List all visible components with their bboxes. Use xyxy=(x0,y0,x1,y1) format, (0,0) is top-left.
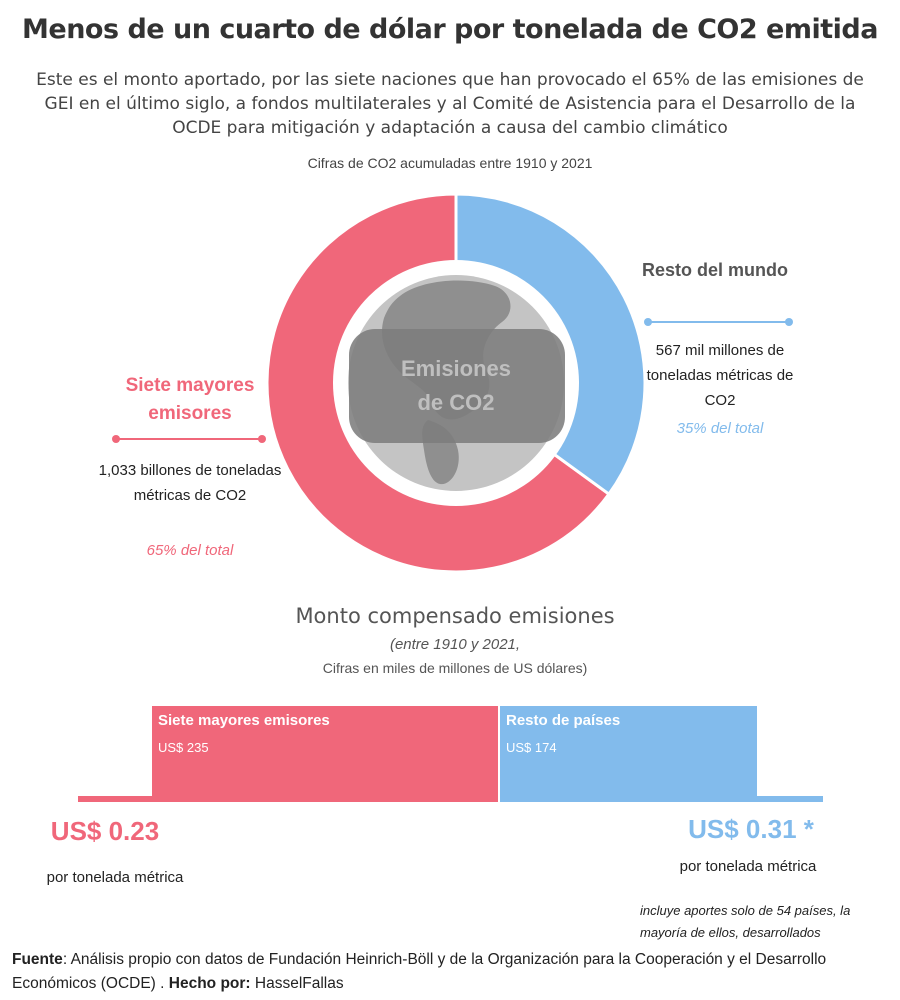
seven-pct-text: 65% del total xyxy=(146,542,234,559)
bar-seven: Siete mayores emisores US$ 235 xyxy=(152,706,498,802)
donut-chart: Emisiones de CO2 xyxy=(265,192,647,574)
center-label-box xyxy=(349,329,565,443)
rest-pct-text: 35% del total xyxy=(676,420,764,437)
chart-subtitle: Este es el monto aportado, por las siete… xyxy=(36,70,864,138)
seven-per-ton-value: US$ 0.23 xyxy=(50,816,160,846)
bar-section-title: Monto compensado emisiones xyxy=(295,604,615,628)
right-connector-line xyxy=(644,318,793,326)
source-note: Fuente: Análisis propio con datos de Fun… xyxy=(12,948,892,996)
bar-seven-value: US$ 235 xyxy=(158,740,209,755)
chart-title: Menos de un cuarto de dólar por tonelada… xyxy=(22,14,878,45)
rest-per-ton-value: US$ 0.31 * xyxy=(688,814,814,844)
seven-heading: Siete mayores emisores xyxy=(125,375,255,424)
bar-rest: Resto de países US$ 174 xyxy=(500,706,757,802)
left-connector-line xyxy=(112,435,266,443)
source-label: Fuente xyxy=(12,951,63,968)
baseline-left xyxy=(78,796,152,802)
bar-rest-value: US$ 174 xyxy=(506,740,557,755)
bar-rest-label: Resto de países xyxy=(506,712,621,729)
baseline-right xyxy=(757,796,823,802)
rest-footnote: incluye aportes solo de 54 países, la ma… xyxy=(640,903,851,940)
bar-section-subtitle: (entre 1910 y 2021, xyxy=(389,636,521,653)
donut-note: Cifras de CO2 acumuladas entre 1910 y 20… xyxy=(307,155,593,171)
author-name: HasselFallas xyxy=(250,975,344,992)
center-label-line1: Emisiones xyxy=(401,356,511,381)
rest-heading: Resto del mundo xyxy=(641,260,788,280)
rest-per-ton-label: por tonelada métrica xyxy=(679,858,817,875)
seven-value-text: 1,033 billones de toneladas métricas de … xyxy=(98,462,282,504)
author-label: Hecho por: xyxy=(168,975,251,992)
seven-per-ton-label: por tonelada métrica xyxy=(46,869,184,886)
bar-section-units: Cifras en miles de millones de US dólare… xyxy=(322,660,588,676)
source-text: : Análisis propio con datos de Fundación… xyxy=(12,951,827,992)
rest-value-text: 567 mil millones de toneladas métricas d… xyxy=(646,342,794,409)
center-label-line2: de CO2 xyxy=(417,390,494,415)
bar-seven-label: Siete mayores emisores xyxy=(158,712,330,729)
